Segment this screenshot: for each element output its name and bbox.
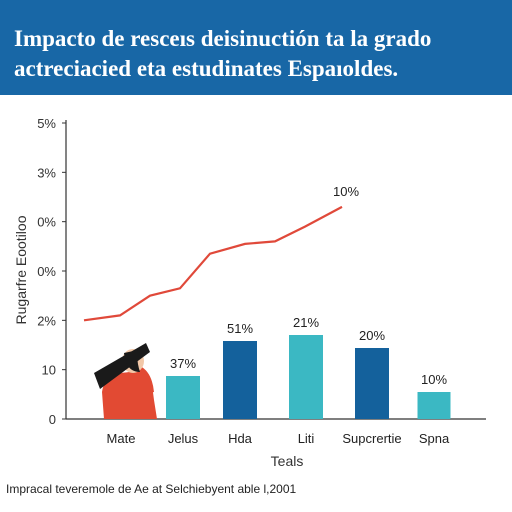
y-axis-title: Rugarfre Eootiloo	[13, 215, 29, 324]
source-note: Impracal teveremole de Ae at Selchiebyen…	[6, 482, 297, 496]
category-label: Spna	[419, 431, 450, 446]
bar-value-label: 51%	[227, 321, 253, 336]
category-label: Mate	[107, 431, 136, 446]
bar-supcrertie	[355, 348, 389, 419]
bar-spna	[417, 392, 451, 419]
title-line-1: Impacto de resceıs deisinuctión ta la gr…	[14, 26, 432, 51]
y-tick-label: 10	[42, 363, 56, 378]
category-label: Liti	[298, 431, 315, 446]
bar-liti	[289, 335, 323, 419]
bar-value-label: 20%	[359, 328, 385, 343]
category-label: Jelus	[168, 431, 199, 446]
graduate-figure-icon	[94, 343, 157, 419]
header-banner: Impacto de resceıs deisinuctión ta la gr…	[0, 0, 512, 95]
bar-value-label: 21%	[293, 315, 319, 330]
y-tick-label: 0%	[37, 215, 56, 230]
trend-end-label: 10%	[333, 184, 359, 199]
bar-value-label: 10%	[421, 372, 447, 387]
title-line-2: actreciacied eta estudinates Espaıoldes.	[14, 56, 399, 81]
bar-jelus	[166, 376, 200, 419]
chart-title: Impacto de resceıs deisinuctión ta la gr…	[14, 24, 504, 84]
category-label: Hda	[228, 431, 253, 446]
y-tick-label: 0%	[37, 264, 56, 279]
trend-line	[83, 205, 343, 322]
chart-area: 5% 3% 0% 0% 2% 10 0 Rugarfre Eootiloo 37% 51% 21…	[13, 116, 486, 469]
y-tick-label: 5%	[37, 116, 56, 131]
bar-hda	[223, 341, 257, 419]
x-axis-title: Teals	[271, 453, 304, 469]
y-tick-label: 3%	[37, 165, 56, 180]
category-label: Supcrertie	[342, 431, 401, 446]
bar-value-label: 37%	[170, 356, 196, 371]
y-tick-label: 0	[49, 412, 56, 427]
y-tick-label: 2%	[37, 313, 56, 328]
